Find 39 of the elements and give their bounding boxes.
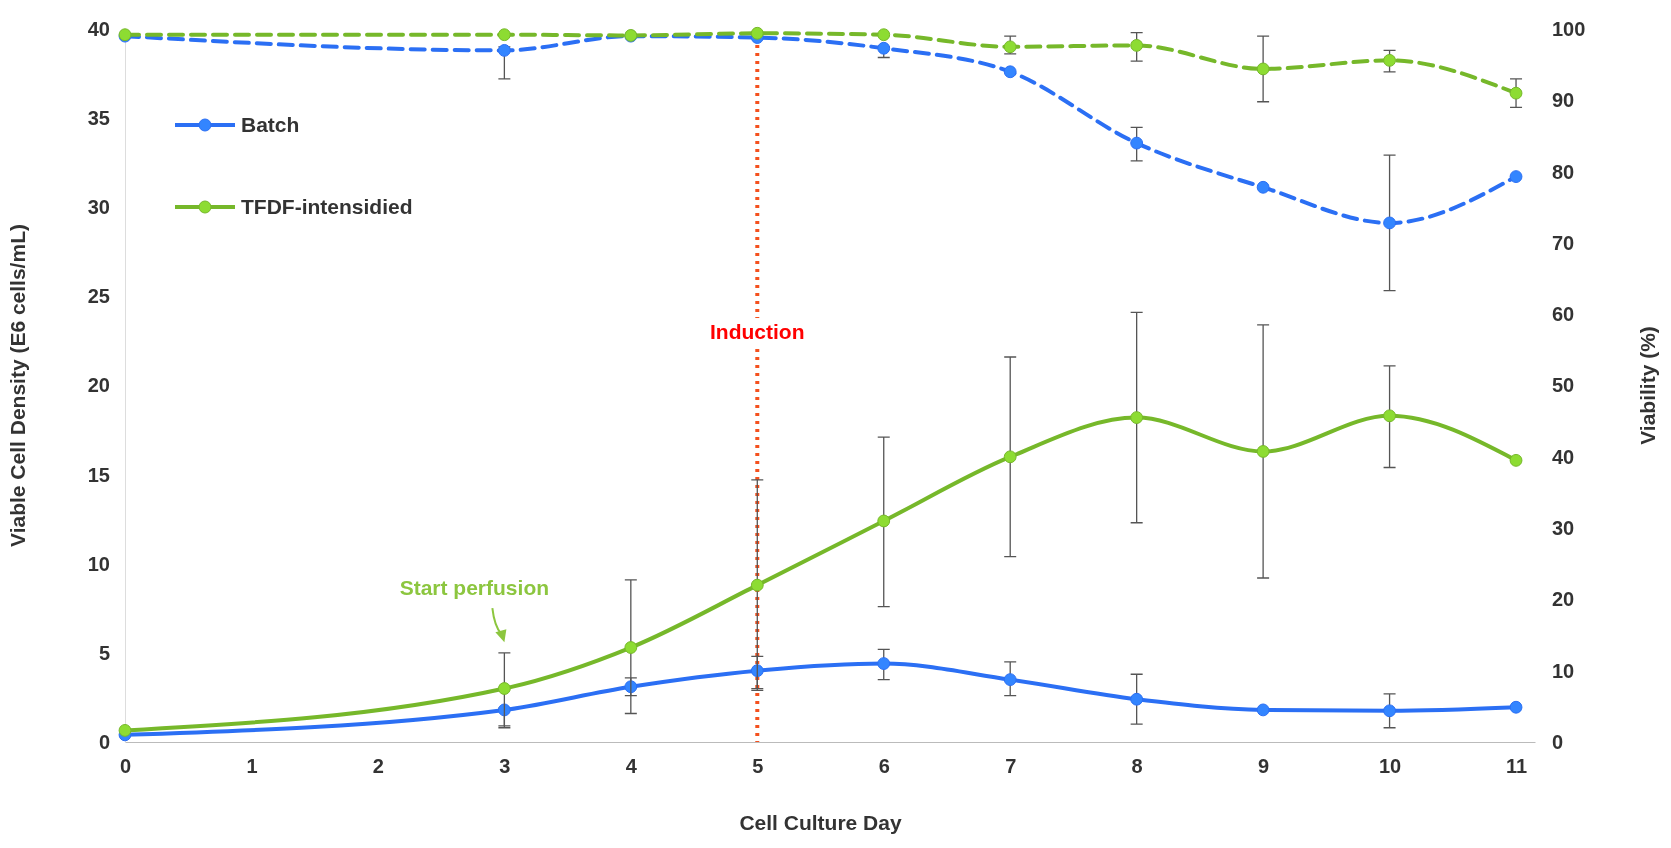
x-tick-label: 2 <box>372 755 384 777</box>
legend-label: TFDF-intensidied <box>241 195 413 218</box>
y-tick-label: 0 <box>98 730 110 753</box>
x-tick-label: 0 <box>119 755 132 777</box>
y2-tick-label: 0 <box>1552 730 1564 753</box>
y2-tick-label: 70 <box>1552 231 1575 254</box>
y2-tick-label: 50 <box>1552 374 1575 397</box>
x-tick-label: 1 <box>246 755 258 777</box>
x-tick-label: 11 <box>1505 755 1528 777</box>
x-tick-label: 8 <box>1131 755 1143 777</box>
x-tick-label: 3 <box>499 755 511 777</box>
x-tick-label: 5 <box>752 755 764 777</box>
y-axis-title: Viable Cell Density (E6 cells/mL) <box>6 224 29 547</box>
y2-tick-label: 10 <box>1552 659 1575 682</box>
y-tick-label: 40 <box>87 17 110 40</box>
annotation: Start perfusion <box>399 576 550 600</box>
y2-tick-label: 40 <box>1552 445 1575 468</box>
y2-axis-title: Viability (%) <box>1636 326 1659 445</box>
x-tick-label: 6 <box>878 755 890 777</box>
y2-tick-label: 80 <box>1552 160 1575 183</box>
y-tick-label: 5 <box>98 641 110 664</box>
y-tick-label: 30 <box>87 196 110 219</box>
x-axis-title: Cell Culture Day <box>739 811 902 834</box>
x-tick-label: 4 <box>625 755 638 777</box>
x-tick-label: 10 <box>1378 755 1402 777</box>
x-tick-label: 9 <box>1258 755 1270 777</box>
y-tick-label: 20 <box>87 374 110 397</box>
y-tick-label: 10 <box>87 552 110 575</box>
y-tick-label: 35 <box>87 107 110 130</box>
x-tick-label: 7 <box>1005 755 1017 777</box>
y2-tick-label: 20 <box>1552 588 1575 611</box>
y2-tick-label: 100 <box>1552 17 1586 40</box>
y2-tick-label: 60 <box>1552 303 1575 326</box>
ref-line-label: Induction <box>710 320 805 344</box>
y-tick-label: 25 <box>87 285 110 308</box>
y2-tick-label: 30 <box>1552 517 1575 539</box>
y2-tick-label: 90 <box>1552 89 1575 112</box>
y-tick-label: 15 <box>87 463 110 486</box>
legend-label: Batch <box>241 113 300 136</box>
